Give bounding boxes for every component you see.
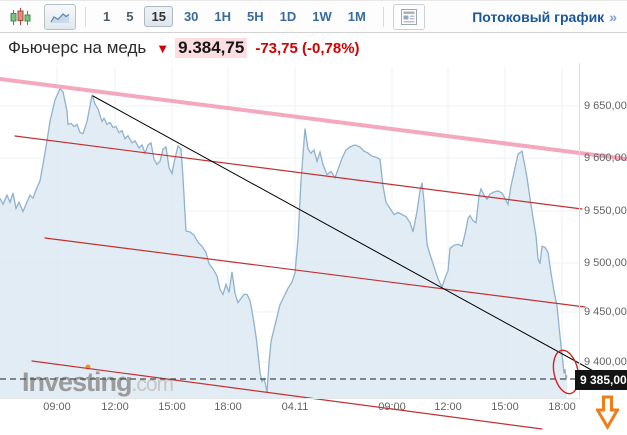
red-trend-upper [14, 135, 583, 210]
time-axis-label: 12:00 [434, 401, 462, 413]
chevron-right-icon: » [609, 8, 617, 25]
timeframe-button-15[interactable]: 15 [144, 6, 173, 27]
toolbar-divider [85, 6, 86, 27]
time-axis-label: 15:00 [491, 401, 519, 413]
timeframe-button-5[interactable]: 5 [126, 9, 134, 24]
price-area-fill [0, 88, 567, 399]
price-axis-label: 9 500,00 [584, 257, 627, 269]
timeframe-button-5H[interactable]: 5H [247, 9, 264, 24]
time-axis-label: 18:00 [214, 401, 242, 413]
price-down-arrow-icon: ▼ [156, 40, 170, 56]
last-price: 9.384,75 [175, 38, 248, 58]
timeframe-button-30[interactable]: 30 [183, 9, 199, 24]
toolbar-divider [382, 6, 384, 27]
streaming-chart-link[interactable]: Потоковый график» [472, 9, 617, 25]
time-axis-label: 09:00 [378, 401, 406, 413]
chart-canvas[interactable]: Investing.com [0, 63, 627, 433]
instrument-header: Фьючерс на медь ▼ 9.384,75 -73,75 (-0,78… [0, 33, 627, 63]
area-chart-icon[interactable] [44, 3, 76, 30]
time-axis-label: 15:00 [158, 401, 186, 413]
price-axis-label: 9 650,00 [584, 100, 627, 112]
price-axis-label: 9 550,00 [584, 205, 627, 217]
current-price-label: 9 385,00 [575, 370, 627, 390]
time-axis-label: 18:00 [548, 401, 576, 413]
time-axis-label: 12:00 [101, 401, 129, 413]
time-axis-label: 09:00 [43, 401, 71, 413]
time-axis: 09:00 12:00 15:00 18:00 04.11 09:00 12:00 15:00… [0, 63, 579, 419]
price-change: -73,75 (-0,78%) [255, 39, 360, 57]
price-chart[interactable]: Investing.com 09:00 12:00 15:00 18:00 04.11 0… [0, 63, 627, 433]
black-trendline [92, 95, 598, 374]
pink-channel-top [0, 77, 627, 161]
timeframe-button-1M[interactable]: 1M [347, 9, 366, 24]
red-trend-middle [44, 237, 586, 308]
price-axis-label: 9 450,00 [584, 306, 627, 318]
timeframe-button-1D[interactable]: 1D [279, 9, 297, 24]
timeframe-button-1H[interactable]: 1H [214, 9, 232, 24]
scroll-down-arrow-icon[interactable] [594, 395, 621, 435]
time-axis-label: 04.11 [281, 401, 309, 413]
streaming-chart-label: Потоковый график [472, 8, 605, 25]
instrument-title: Фьючерс на медь [8, 38, 147, 57]
price-axis-label: 9 600,00 [584, 152, 627, 164]
candlestick-chart-icon[interactable] [8, 5, 34, 29]
timeframe-button-1[interactable]: 1 [103, 9, 111, 24]
chart-toolbar: 1 5 15 30 1H 5H 1D 1W 1M Потоковый график» [0, 1, 627, 33]
timeframe-button-1W[interactable]: 1W [312, 9, 332, 24]
timeframe-group: 1 5 15 30 1H 5H 1D 1W 1M [95, 6, 374, 27]
last-price-circle-annotation [552, 349, 580, 395]
news-layout-icon[interactable] [392, 3, 425, 30]
red-trend-lower [31, 360, 543, 430]
price-axis-label: 9 400,00 [584, 356, 627, 368]
